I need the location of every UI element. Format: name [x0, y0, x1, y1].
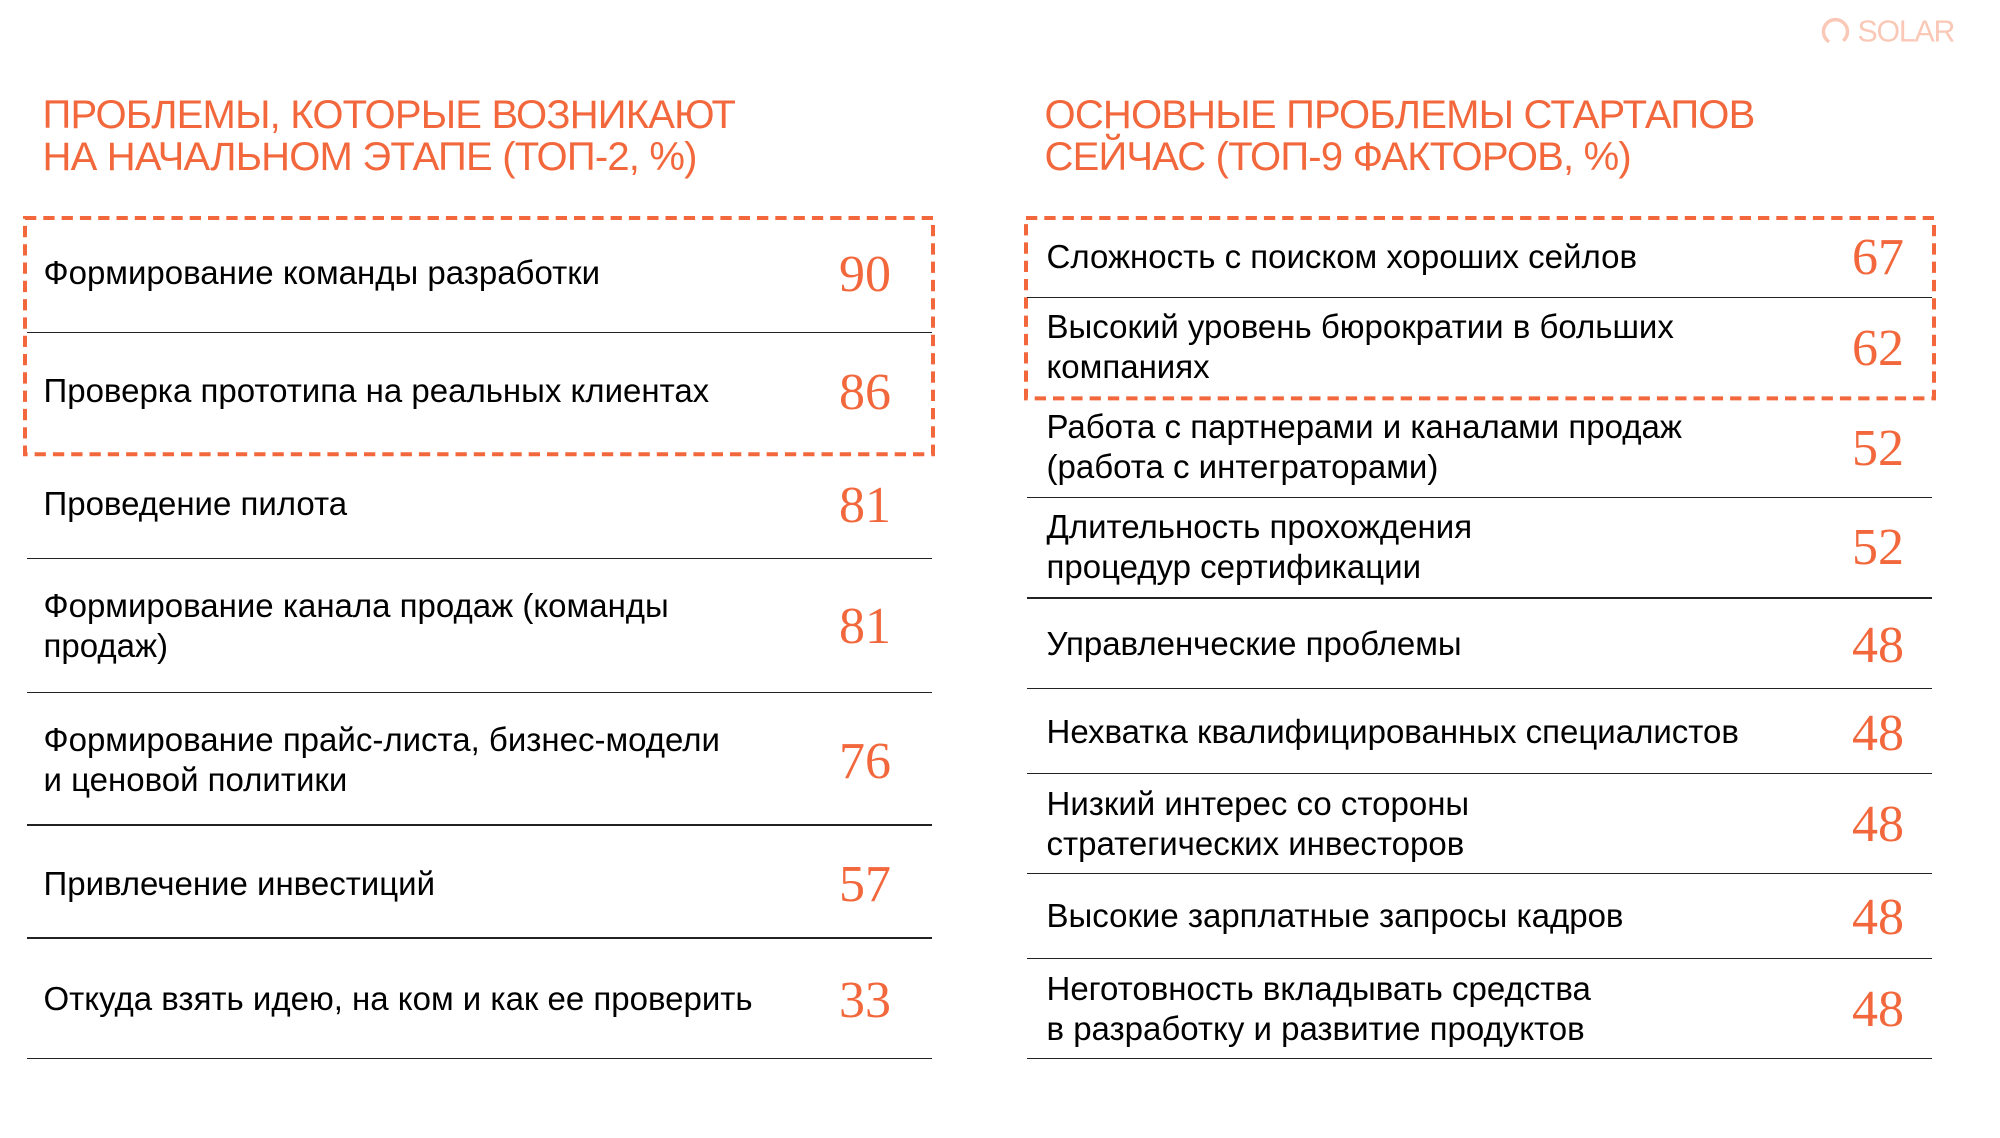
svg-text:SOLAR: SOLAR	[1858, 16, 1955, 49]
